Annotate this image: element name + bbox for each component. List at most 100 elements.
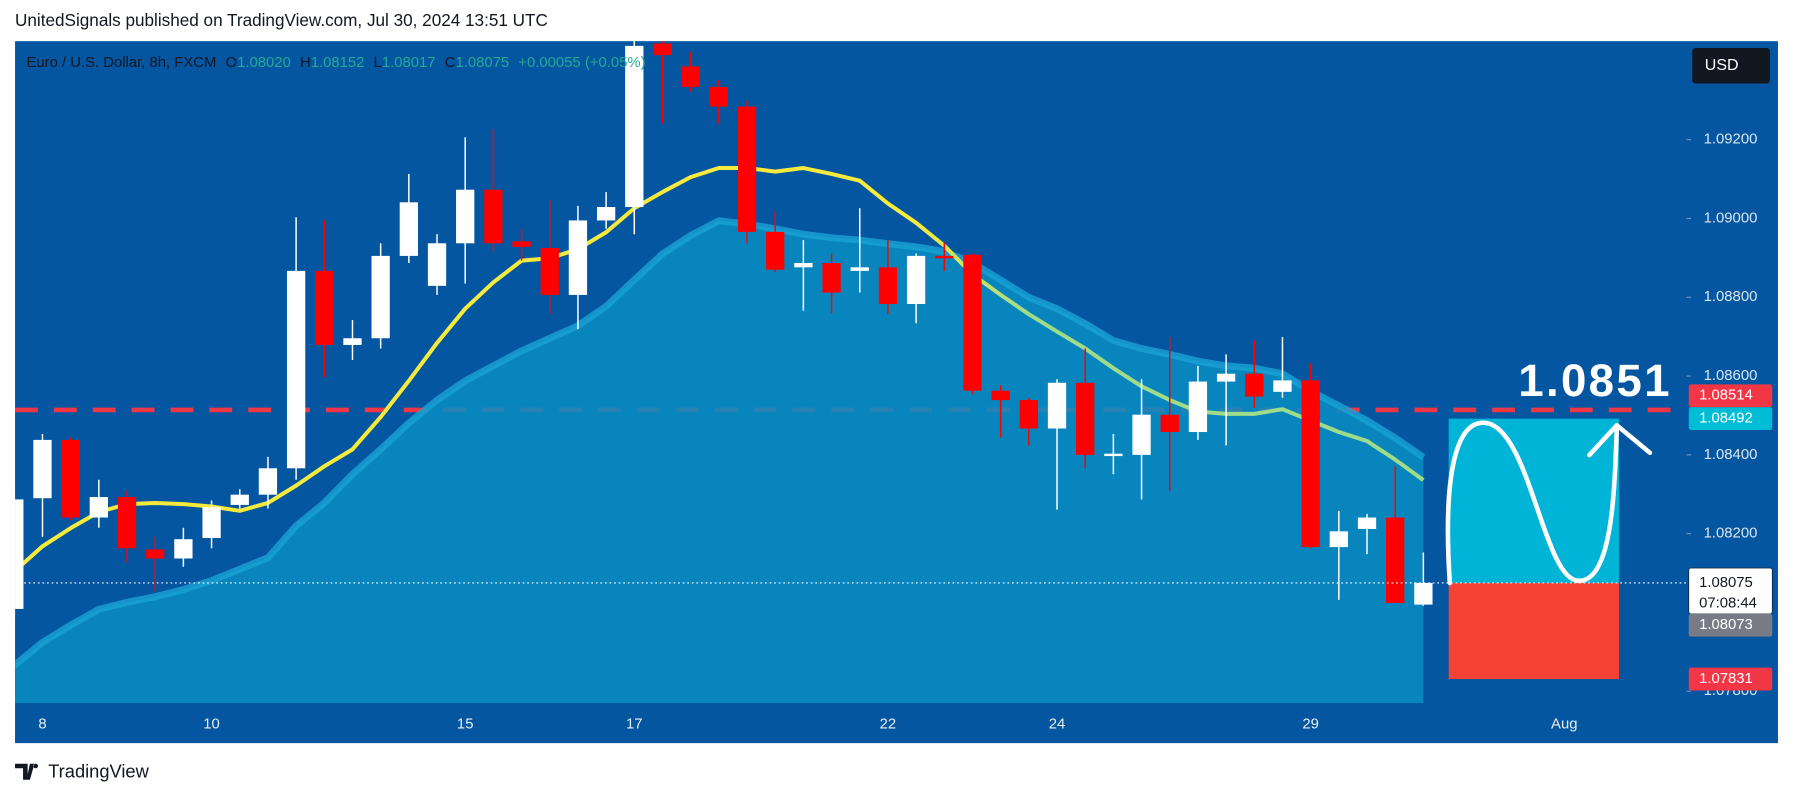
candle-body [878, 267, 898, 304]
symbol-name: Euro / U.S. Dollar, 8h, FXCM [26, 55, 216, 71]
candle-body [315, 270, 334, 345]
candle-body [146, 549, 165, 559]
x-tick-label: 15 [457, 717, 474, 733]
candle-body [1273, 380, 1292, 392]
candle-body [343, 338, 362, 345]
plot-area [15, 41, 1687, 704]
price-label: 1.08514 [1699, 388, 1753, 404]
last-price-label: 1.08075 [1699, 575, 1753, 591]
candle-body [935, 255, 954, 259]
ohlc-key: H [300, 55, 311, 71]
x-tick-label: 10 [203, 717, 220, 733]
candle-body [568, 220, 588, 295]
x-tick-label: 17 [626, 717, 643, 733]
candle-body [456, 189, 475, 244]
candle-body [286, 270, 306, 469]
price-label: 1.08073 [1699, 617, 1753, 633]
candle-body [1386, 517, 1405, 604]
candle-body [850, 267, 869, 271]
candle-body [794, 262, 813, 268]
x-tick-label: 8 [38, 717, 46, 733]
y-tick-label: 1.08400 [1704, 447, 1758, 463]
y-tick-label: 1.08600 [1704, 368, 1758, 384]
price-label-box [1688, 613, 1773, 637]
candle-body [1301, 380, 1320, 548]
candle-body [1076, 382, 1095, 455]
candle-body [512, 241, 531, 247]
candle-body [540, 248, 559, 295]
candle-body [1019, 400, 1038, 429]
candle-body [15, 499, 24, 609]
candle-body [906, 255, 926, 304]
candle-body [1160, 414, 1179, 433]
candle-body [737, 106, 757, 232]
currency-button [1692, 48, 1770, 84]
price-label-box [1688, 407, 1773, 431]
candle-body [653, 43, 672, 55]
x-tick-label: Aug [1551, 717, 1577, 733]
candle-body [1357, 517, 1377, 529]
countdown-label: 07:08:44 [1699, 595, 1757, 611]
change-value: +0.00055 (+0.05%) [518, 55, 645, 71]
candle-body [89, 497, 108, 518]
ohlc-key: C [445, 55, 456, 71]
stop-zone [1448, 582, 1620, 680]
ma-line [15, 166, 1425, 573]
overlay: Euro / U.S. Dollar, 8h, FXCM O1.08020 H1.0… [26, 48, 1773, 733]
candle-body [33, 439, 52, 499]
candle-body [625, 45, 644, 208]
candle-body [1188, 381, 1208, 433]
candle-body [371, 255, 390, 339]
brand-name: TradingView [48, 761, 149, 782]
ohlc-key: O [226, 55, 238, 71]
price-label-box [1688, 384, 1773, 408]
candle-body [230, 494, 249, 505]
price-label: 1.07831 [1699, 671, 1753, 687]
candle-body [963, 254, 982, 391]
drawn-curve [1445, 420, 1620, 586]
candle-body [1047, 382, 1067, 429]
symbol-legend: Euro / U.S. Dollar, 8h, FXCM O1.08020 H1.0… [26, 55, 645, 71]
x-tick-label: 29 [1302, 717, 1319, 733]
ohlc-value: 1.08075 [455, 55, 509, 71]
y-tick-label: 1.09200 [1704, 132, 1758, 148]
candle-body [484, 189, 503, 244]
candle-body [766, 231, 785, 270]
candle-body [596, 207, 616, 221]
drawn-arrowhead [1587, 423, 1653, 458]
candle-body [117, 497, 137, 549]
candle-body [1414, 582, 1433, 605]
candle-body [202, 507, 221, 539]
candle-body [258, 468, 278, 495]
ohlc-key: L [374, 55, 382, 71]
brand-logo [15, 763, 38, 780]
candle-body [427, 243, 447, 286]
candle-body [681, 66, 700, 87]
ohlc-value: 1.08017 [382, 55, 436, 71]
ohlc-value: 1.08152 [311, 55, 365, 71]
candle-body [1104, 453, 1123, 457]
price-label-box [1688, 667, 1773, 691]
y-tick-label: 1.08800 [1704, 289, 1758, 305]
publish-header: UnitedSignals published on TradingView.c… [15, 10, 548, 30]
x-tick-label: 22 [880, 717, 897, 733]
candle-body [174, 539, 193, 559]
candle-body [1329, 531, 1348, 548]
price-label: 1.08492 [1699, 411, 1753, 427]
candle-body [709, 86, 728, 107]
ma-area-edge [15, 217, 1426, 668]
candle-body [399, 202, 418, 256]
currency-label: USD [1705, 57, 1739, 74]
candle-body [61, 439, 80, 518]
annotation: 1.0851 [1518, 355, 1672, 406]
y-tick-label: 1.09000 [1704, 210, 1758, 226]
x-tick-label: 24 [1049, 717, 1066, 733]
candle-body [991, 390, 1010, 401]
candle-body [1216, 373, 1236, 382]
ohlc-value: 1.08020 [237, 55, 291, 71]
candle-body [1132, 414, 1151, 455]
y-tick-label: 1.08200 [1704, 526, 1758, 542]
candle-body [822, 262, 841, 293]
